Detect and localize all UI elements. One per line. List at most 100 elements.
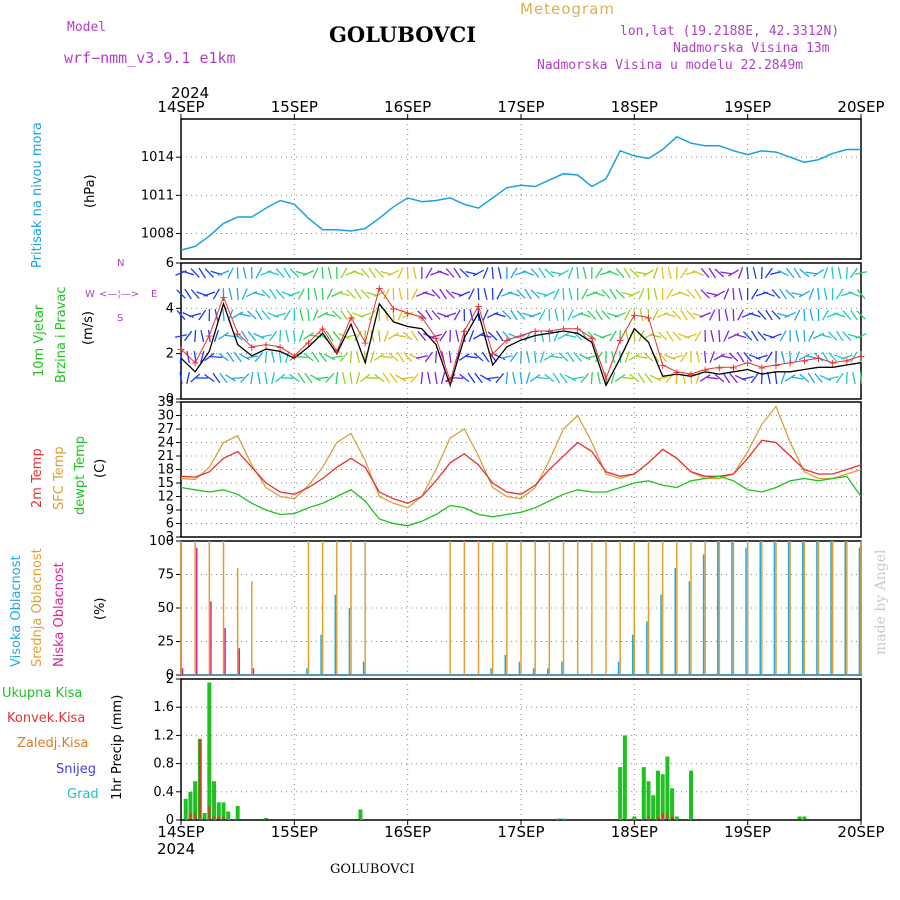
wind-arrow — [628, 353, 640, 361]
wind-arrow — [803, 329, 806, 343]
wind-arrow — [289, 373, 300, 383]
wind-arrow — [349, 350, 353, 364]
wind-gust-marker: + — [516, 330, 525, 343]
wind-arrow — [448, 350, 452, 364]
wind-arrow — [635, 355, 648, 359]
wind-arrow — [529, 373, 541, 383]
wind-arrow — [323, 313, 336, 317]
temp-ytick-label: 9 — [166, 503, 174, 518]
x-tick-label-bottom: 15SEP — [271, 823, 318, 841]
wind-gust-marker: + — [672, 366, 681, 379]
wind-arrow — [658, 351, 667, 363]
wind-arrow — [387, 269, 400, 277]
x-tick-label-top: 17SEP — [497, 98, 544, 116]
pressure-line — [180, 135, 861, 251]
wind-arrow — [525, 372, 531, 384]
wind-arrow — [833, 312, 846, 318]
wind-arrow — [699, 312, 711, 318]
wind-arrow — [526, 350, 531, 364]
wind-arrow — [764, 267, 773, 279]
wind-arrow — [213, 330, 219, 342]
wind-arrow — [374, 268, 385, 278]
wind-arrow — [855, 333, 867, 339]
wind-arrow — [360, 373, 371, 383]
wind-arrow — [318, 351, 327, 363]
wind-arrow — [580, 372, 590, 384]
wind-arrow — [184, 288, 192, 300]
wind-arrow — [355, 372, 361, 384]
precip-total-bar — [670, 788, 675, 820]
wind-arrow — [700, 267, 710, 279]
wind-arrow — [544, 373, 555, 383]
meteogram-label: Meteogram — [520, 0, 615, 18]
wind-arrow — [647, 287, 650, 301]
wind-arrow — [275, 289, 285, 299]
wind-gust-marker: + — [304, 336, 313, 349]
temp-sfc-line — [180, 405, 862, 509]
wind-arrow — [289, 352, 300, 362]
wind-arrow — [699, 374, 711, 382]
wind-arrow — [198, 309, 207, 321]
wind-arrow — [459, 268, 470, 278]
wind-arrow — [327, 267, 332, 279]
wind-gust-marker: + — [800, 354, 809, 367]
wind-arrow — [307, 308, 310, 322]
temp-ytick-label: 12 — [157, 490, 174, 505]
wind-arrow — [576, 266, 579, 280]
wind-arrow — [394, 334, 407, 338]
wind-arrow — [665, 330, 674, 342]
wind-arrow — [479, 334, 492, 338]
wind-arrow — [724, 309, 729, 321]
wind-gust-marker: + — [658, 359, 667, 372]
wind-ytick-label: 2 — [166, 347, 174, 362]
wind-arrow — [269, 330, 278, 342]
wind-arrow — [582, 267, 587, 279]
wind-arrow — [562, 287, 565, 301]
wind-arrow — [472, 332, 485, 340]
compass-n: N — [117, 258, 125, 269]
wind-arrow — [848, 291, 860, 297]
wind-arrow — [635, 271, 648, 275]
wind-arrow — [509, 351, 518, 363]
wind-arrow — [856, 288, 866, 300]
wind-arrow — [401, 376, 414, 380]
wind-arrow — [392, 308, 395, 322]
wind-arrow — [219, 372, 228, 384]
compass-w: W — [85, 289, 95, 300]
wind-arrow — [812, 332, 825, 340]
wind-gust-marker: + — [644, 311, 653, 324]
wind-arrow — [553, 288, 560, 300]
legend-total-rain: Ukupna Kisa — [2, 686, 83, 701]
wind-arrow — [680, 267, 688, 279]
wind-gust-marker: + — [431, 332, 440, 345]
wind-arrow — [190, 289, 200, 299]
wind-gust-marker: + — [176, 343, 185, 356]
wind-arrow — [822, 309, 830, 321]
x-tick-label-bottom: 19SEP — [724, 823, 771, 841]
wind-arrow — [321, 266, 324, 280]
wind-arrow — [751, 288, 759, 300]
wind-arrow — [182, 270, 194, 276]
wind-arrow — [497, 267, 502, 279]
wind-arrow — [325, 330, 334, 342]
wind-arrow — [609, 288, 617, 300]
wind-arrow — [275, 268, 285, 278]
wind-arrow — [271, 350, 275, 364]
wind-arrow — [204, 373, 215, 383]
wind-arrow — [228, 288, 233, 300]
precip-total-bar — [207, 682, 212, 820]
wind-arrow — [692, 270, 704, 276]
wind-gust-marker: + — [488, 348, 497, 361]
wind-arrow — [445, 289, 455, 299]
wind-arrow — [423, 291, 435, 297]
wind-arrow — [468, 330, 475, 342]
precip-total-bar — [193, 781, 198, 820]
wind-arrow — [710, 330, 715, 342]
wind-arrow — [482, 267, 489, 279]
temp-ytick-label: 3 — [166, 530, 174, 545]
wind-arrow — [557, 332, 570, 340]
wind-arrow — [354, 330, 363, 342]
cloud-ytick-label: 100 — [149, 534, 174, 549]
wind-arrow — [469, 309, 474, 321]
wind-arrow — [639, 309, 644, 321]
